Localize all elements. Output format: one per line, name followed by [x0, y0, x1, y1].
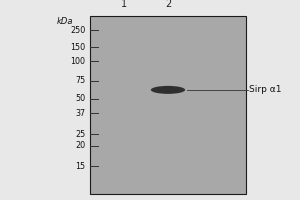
Text: 50: 50	[75, 94, 85, 103]
Text: 15: 15	[75, 162, 85, 171]
Text: 37: 37	[75, 109, 85, 118]
Text: kDa: kDa	[57, 18, 74, 26]
Text: 1: 1	[121, 0, 127, 9]
Text: 25: 25	[75, 130, 85, 139]
Text: 75: 75	[75, 76, 85, 85]
Text: Sirp α1: Sirp α1	[249, 85, 281, 94]
Ellipse shape	[151, 86, 185, 94]
FancyBboxPatch shape	[90, 16, 246, 194]
Text: 100: 100	[70, 57, 86, 66]
Text: 250: 250	[70, 26, 85, 35]
Text: 2: 2	[165, 0, 171, 9]
Text: 20: 20	[75, 141, 85, 150]
Text: 150: 150	[70, 43, 86, 52]
